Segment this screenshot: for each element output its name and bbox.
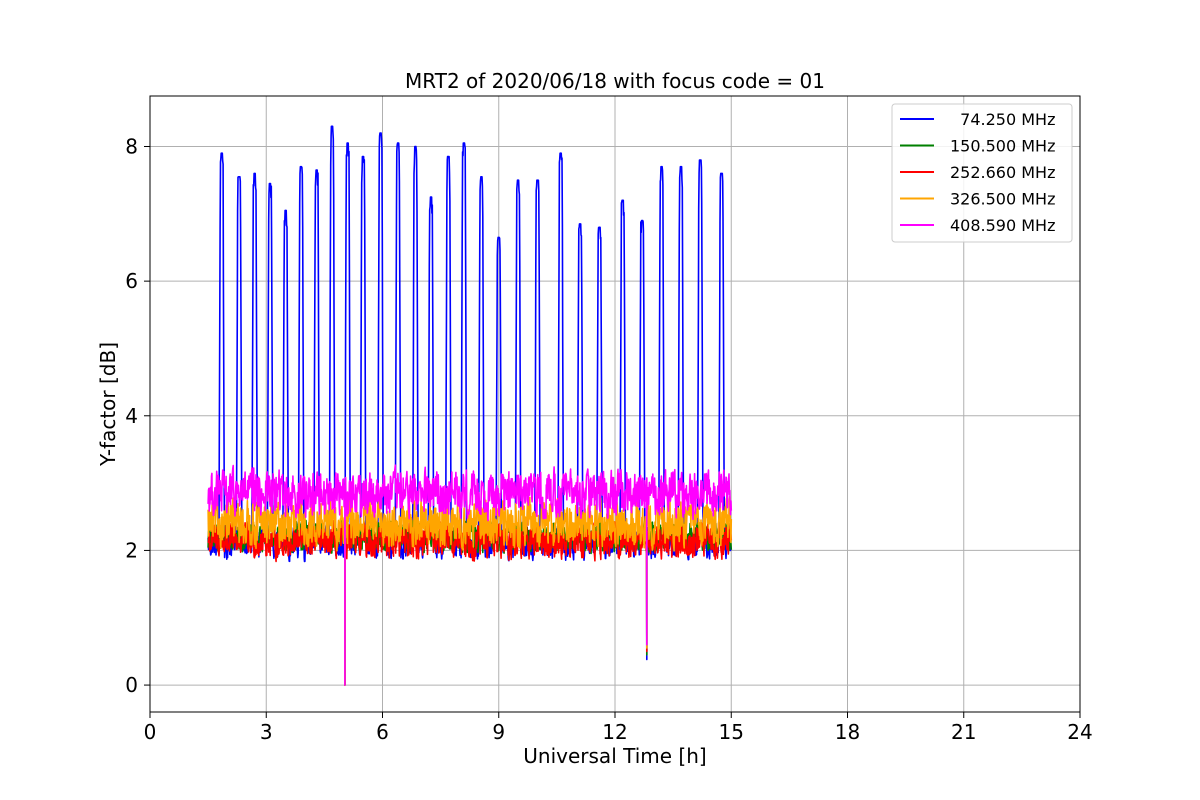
x-tick-label: 21	[951, 720, 976, 744]
legend-box	[891, 103, 1073, 243]
y-axis-label: Y-factor [dB]	[96, 342, 120, 467]
x-tick-label: 15	[719, 720, 744, 744]
y-tick-label: 2	[125, 538, 138, 562]
x-tick-label: 9	[492, 720, 505, 744]
x-tick-label: 6	[376, 720, 389, 744]
series-line	[207, 494, 733, 686]
y-tick-label: 8	[125, 134, 138, 158]
legend: 74.250 MHz 150.500 MHz 252.660 MHz 326.500 …	[891, 103, 1073, 243]
x-tick-label: 0	[144, 720, 157, 744]
chart-title: MRT2 of 2020/06/18 with focus code = 01	[405, 69, 825, 93]
plot-series	[207, 125, 733, 686]
legend-label: 252.660 MHz	[950, 163, 1055, 182]
legend-label: 408.590 MHz	[950, 216, 1055, 235]
y-tick-label: 6	[125, 269, 138, 293]
x-tick-label: 12	[602, 720, 627, 744]
legend-label: 150.500 MHz	[950, 137, 1055, 156]
x-tick-label: 24	[1067, 720, 1092, 744]
x-tick-label: 18	[835, 720, 860, 744]
legend-label: 74.250 MHz	[950, 110, 1055, 129]
x-tick-label: 3	[260, 720, 273, 744]
y-tick-label: 4	[125, 404, 138, 428]
legend-label: 326.500 MHz	[950, 190, 1055, 209]
x-axis-label: Universal Time [h]	[523, 744, 706, 768]
series-line	[207, 464, 733, 686]
y-tick-label: 0	[125, 673, 138, 697]
